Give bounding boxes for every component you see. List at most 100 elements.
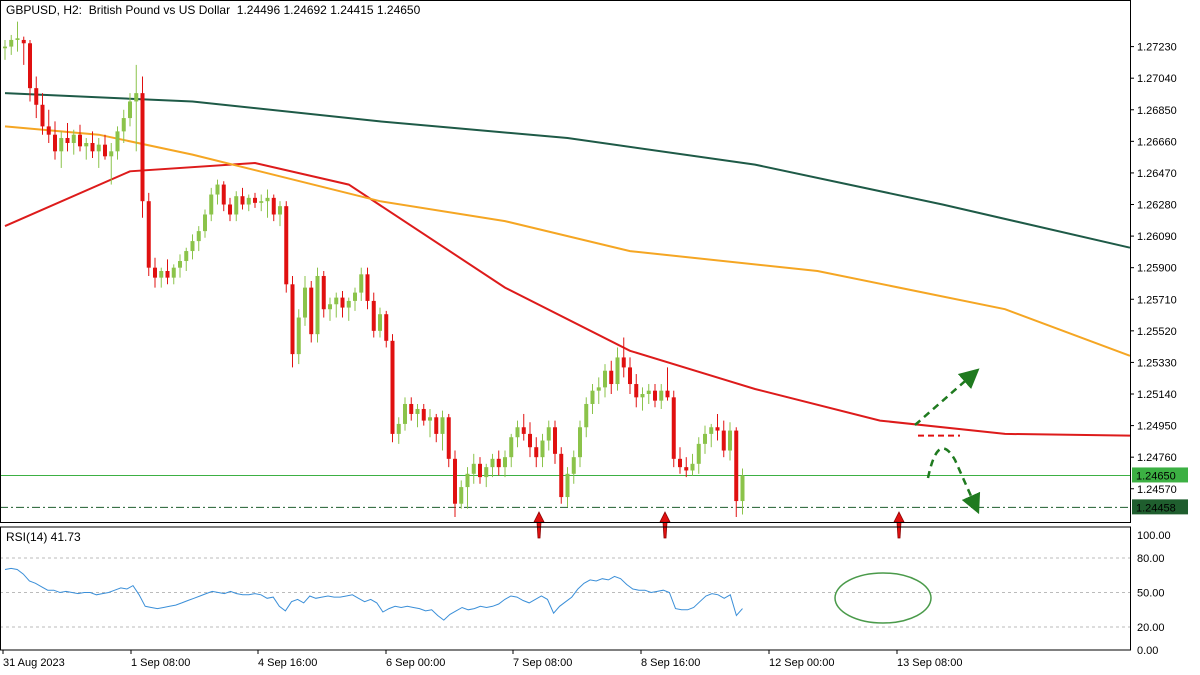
candle-body xyxy=(690,463,695,471)
candle-body xyxy=(734,430,739,502)
candle-body xyxy=(471,463,476,474)
candle-body xyxy=(509,437,514,458)
candle-body xyxy=(584,403,589,428)
x-tick-label: 6 Sep 00:00 xyxy=(386,657,445,669)
candle-body xyxy=(678,458,682,468)
candle-body xyxy=(71,134,76,144)
current-price-label: 1.24650 xyxy=(1136,470,1176,482)
y-tick-label: 1.26280 xyxy=(1137,200,1177,212)
candle-body xyxy=(3,46,7,49)
candle-body xyxy=(296,317,301,355)
candle-body xyxy=(290,284,295,355)
candle-body xyxy=(440,417,445,434)
candle-body xyxy=(334,297,339,305)
candle-body xyxy=(571,457,576,474)
candle-body xyxy=(521,427,526,434)
candle-body xyxy=(271,197,276,215)
y-tick-label: 1.24760 xyxy=(1137,452,1177,464)
candle-body xyxy=(671,397,676,459)
candle-body xyxy=(121,118,126,132)
candle-body xyxy=(459,487,464,504)
moving-averages xyxy=(4,92,1131,437)
bottom-arrow-icon xyxy=(893,511,905,539)
candle-body xyxy=(303,287,307,318)
y-tick-label: 1.27230 xyxy=(1137,42,1177,54)
candle-body xyxy=(534,447,539,458)
candle-body xyxy=(190,241,195,252)
candle-body xyxy=(159,271,164,278)
candle-body xyxy=(528,433,532,448)
candle-body xyxy=(171,267,176,278)
candle-body xyxy=(353,292,357,301)
candle-body xyxy=(9,39,14,47)
candle-body xyxy=(640,394,645,398)
candle-body xyxy=(215,184,220,195)
ma-line-ma_mid xyxy=(4,125,1131,357)
candle-body xyxy=(146,201,151,268)
y-tick-label: 1.25140 xyxy=(1137,389,1177,401)
candle-body xyxy=(228,204,232,215)
candle-body xyxy=(28,43,32,89)
candle-body xyxy=(34,88,39,105)
candle-body xyxy=(559,453,564,498)
rsi-level-label: 80.00 xyxy=(1137,553,1165,565)
candle-body xyxy=(484,467,489,478)
candle-body xyxy=(103,144,107,157)
y-tick-label: 1.25330 xyxy=(1137,357,1177,369)
candle-body xyxy=(321,275,326,310)
candle-body xyxy=(96,144,101,152)
candle-body xyxy=(728,430,732,451)
rsi-panel xyxy=(0,557,1130,628)
rsi-level-label: 0.00 xyxy=(1137,645,1158,657)
candle-body xyxy=(565,473,570,498)
description-label: British Pound vs US Dollar xyxy=(88,3,231,17)
candle-body xyxy=(246,197,251,205)
candle-body xyxy=(128,101,132,119)
candle-body xyxy=(684,467,689,471)
candle-body xyxy=(396,423,401,434)
rsi-line xyxy=(4,567,743,621)
rsi-highlight-ellipse xyxy=(834,572,932,624)
y-tick-label: 1.24950 xyxy=(1137,421,1177,433)
candle-body xyxy=(365,274,370,301)
candle-body xyxy=(603,370,607,388)
y-tick-label: 1.26470 xyxy=(1137,168,1177,180)
candle-body xyxy=(59,138,64,152)
candle-body xyxy=(490,458,495,468)
candle-body xyxy=(415,408,420,414)
candle-body xyxy=(428,417,432,421)
candle-body xyxy=(178,261,182,268)
x-tick-label: 7 Sep 08:00 xyxy=(513,657,572,669)
candle-body xyxy=(546,427,551,441)
candle-body xyxy=(665,390,670,398)
candle-body xyxy=(384,314,389,341)
candle-body xyxy=(478,463,482,478)
candle-body xyxy=(615,357,620,385)
y-tick-label: 1.25520 xyxy=(1137,326,1177,338)
candle-body xyxy=(346,300,351,308)
candle-body xyxy=(134,93,139,102)
candle-body xyxy=(315,275,320,335)
candle-body xyxy=(496,458,501,468)
annotations xyxy=(533,368,981,539)
candle-body xyxy=(590,390,595,404)
candle-body xyxy=(265,197,270,202)
candle-body xyxy=(390,340,395,434)
candle-body xyxy=(196,231,201,242)
symbol-label: GBPUSD, H2: xyxy=(6,3,83,17)
candle-body xyxy=(503,457,507,468)
candle-body xyxy=(378,314,382,331)
rsi-frame xyxy=(0,526,1131,651)
candle-body xyxy=(540,440,545,458)
chart-header: GBPUSD, H2: British Pound vs US Dollar 1… xyxy=(6,3,420,17)
arrow-down xyxy=(926,447,981,515)
x-tick-label: 13 Sep 08:00 xyxy=(897,657,962,669)
candle-body xyxy=(40,104,45,127)
candle-body xyxy=(709,427,714,434)
y-tick-label: 1.26850 xyxy=(1137,105,1177,117)
candle-body xyxy=(628,367,632,385)
chart-grid xyxy=(0,474,1130,508)
ma-line-ma_slow xyxy=(4,92,1131,249)
